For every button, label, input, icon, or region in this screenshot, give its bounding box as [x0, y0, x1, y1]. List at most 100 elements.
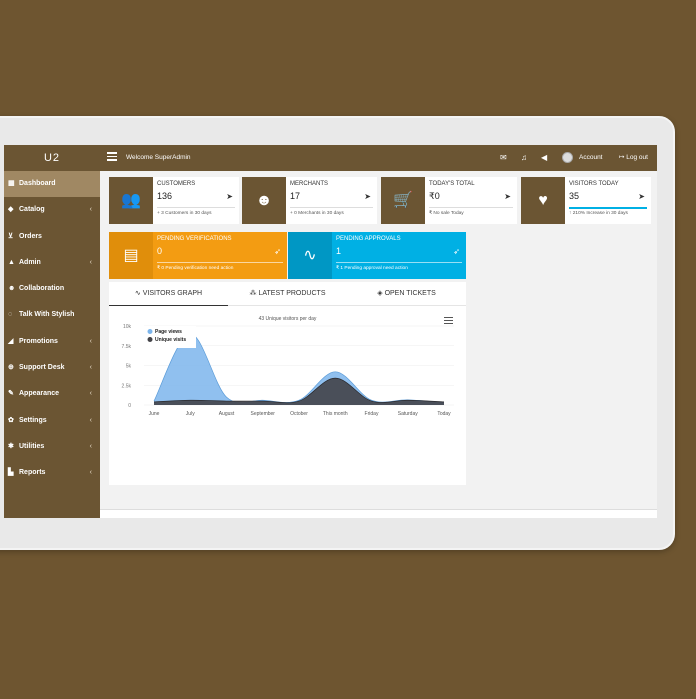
- tab-icon: ◈: [377, 290, 383, 297]
- stat-card-merchants: ☻ MERCHANTS 17 ➤ + 0 Merchants in 30 days: [242, 177, 377, 224]
- legend-label[interactable]: Page views: [155, 329, 182, 335]
- x-tick-label: September: [251, 411, 276, 417]
- chevron-left-icon: ‹: [89, 390, 92, 398]
- y-tick-label: 0: [128, 403, 131, 409]
- sidebar-item-label: Dashboard: [19, 180, 56, 187]
- gear-icon: ✱: [8, 442, 14, 450]
- x-tick-label: Saturday: [398, 411, 419, 417]
- divider: [429, 207, 513, 208]
- chat-icon: ◌: [8, 311, 13, 319]
- send-icon[interactable]: ➶: [274, 247, 281, 256]
- logout-icon: ↦: [619, 154, 627, 161]
- megaphone-icon[interactable]: ◀: [541, 153, 548, 162]
- sidebar-item-label: Promotions: [19, 337, 58, 345]
- chart-menu-icon[interactable]: [444, 317, 453, 326]
- tab-label: OPEN TICKETS: [384, 290, 436, 297]
- sidebar: ▦ Dashboard ◆ Catalog ‹ ⊻ Orders ▲ Admin ‹ ☻ Collab…: [4, 171, 100, 518]
- arrow-right-icon[interactable]: ➤: [504, 192, 511, 201]
- pending-note: ₹ 0 Pending verification need action: [157, 266, 234, 271]
- sidebar-item-utilities[interactable]: ✱ Utilities ‹: [4, 434, 100, 460]
- stat-label: TODAY'S TOTAL: [429, 181, 475, 187]
- sidebar-item-reports[interactable]: ▙ Reports ‹: [4, 460, 100, 486]
- cogs-icon: ✿: [8, 416, 14, 424]
- sidebar-item-label: Support Desk: [19, 364, 65, 372]
- sidebar-item-dashboard[interactable]: ▦ Dashboard: [4, 171, 100, 198]
- series-line-unique-visits: [153, 377, 445, 404]
- x-tick-label: Friday: [365, 411, 379, 417]
- mail-icon[interactable]: ✉: [500, 153, 507, 162]
- heart-icon: ♥: [521, 177, 565, 224]
- tablet-frame: U2 Welcome SuperAdmin ✉ ♫ ◀ Account ↦ Lo…: [0, 116, 675, 550]
- sidebar-item-label: Settings: [19, 416, 47, 424]
- sidebar-item-catalog[interactable]: ◆ Catalog ‹: [4, 197, 100, 223]
- stat-note: + 3 Customers in 30 days: [157, 211, 212, 216]
- chevron-left-icon: ‹: [89, 337, 92, 345]
- sidebar-item-support-desk[interactable]: ⊕ Support Desk ‹: [4, 355, 100, 381]
- x-tick-label: Today: [437, 411, 451, 417]
- x-tick-label: October: [290, 411, 308, 417]
- sidebar-item-settings[interactable]: ✿ Settings ‹: [4, 408, 100, 434]
- sidebar-item-label: Utilities: [19, 442, 45, 450]
- pending-value: 0: [157, 246, 163, 256]
- stat-label: CUSTOMERS: [157, 181, 196, 187]
- divider: [336, 262, 462, 263]
- chevron-left-icon: ‹: [89, 416, 92, 424]
- y-tick-label: 5k: [126, 364, 132, 370]
- bell-icon[interactable]: ♫: [521, 153, 527, 162]
- welcome-text: Welcome SuperAdmin: [126, 154, 191, 161]
- cart-icon: ⊻: [8, 232, 14, 240]
- account-link[interactable]: Account: [579, 154, 603, 161]
- legend-box: [144, 326, 196, 348]
- brand-logo[interactable]: U2: [43, 152, 61, 164]
- stat-card-today-s-total: 🛒 TODAY'S TOTAL ₹0 ➤ ₹ No sale Today: [381, 177, 517, 224]
- y-tick-label: 10k: [123, 324, 132, 330]
- stat-value: ₹0: [429, 191, 440, 201]
- pending-label: PENDING APPROVALS: [336, 236, 401, 242]
- x-tick-label: This month: [323, 411, 348, 417]
- sidebar-item-orders[interactable]: ⊻ Orders: [4, 224, 100, 250]
- legend-label[interactable]: Unique visits: [155, 337, 186, 343]
- avatar[interactable]: [562, 152, 573, 163]
- sidebar-item-collaboration[interactable]: ☻ Collaboration: [4, 276, 100, 302]
- merchants-icon: ☻: [242, 177, 286, 224]
- pending-label: PENDING VERIFICATIONS: [157, 236, 232, 242]
- arrow-right-icon[interactable]: ➤: [364, 192, 371, 201]
- series-area-unique-visits: [154, 378, 444, 405]
- sidebar-item-promotions[interactable]: ◢ Promotions ‹: [4, 329, 100, 355]
- users-icon: ☻: [8, 285, 16, 293]
- stat-value: 35: [569, 191, 580, 201]
- sidebar-item-appearance[interactable]: ✎ Appearance ‹: [4, 381, 100, 407]
- y-tick-label: 7.5k: [122, 344, 132, 350]
- sidebar-item-talk-with-stylish[interactable]: ◌ Talk With Stylish: [4, 302, 100, 328]
- stat-note: ↑ 210% Increase in 30 days: [569, 211, 628, 216]
- hamburger-menu-icon[interactable]: [107, 152, 117, 162]
- stat-label: VISITORS TODAY: [569, 181, 619, 187]
- chevron-left-icon: ‹: [89, 442, 92, 450]
- chevron-left-icon: ‹: [89, 469, 92, 477]
- tab-latest-products[interactable]: ⁂ LATEST PRODUCTS: [228, 282, 347, 306]
- tab-visitors-graph[interactable]: ∿ VISITORS GRAPH: [109, 282, 228, 306]
- lifebuoy-icon: ⊕: [8, 364, 14, 372]
- sidebar-item-admin[interactable]: ▲ Admin ‹: [4, 250, 100, 276]
- y-tick-label: 2.5k: [122, 383, 132, 389]
- pending-value: 1: [336, 246, 342, 256]
- stat-label: MERCHANTS: [290, 181, 329, 187]
- visitors-chart: 0 2.5k 5k 7.5k 10k June July August September Oct…: [122, 324, 454, 417]
- stat-value: 136: [157, 191, 173, 201]
- chevron-left-icon: ‹: [89, 258, 92, 266]
- arrow-right-icon[interactable]: ➤: [638, 192, 645, 201]
- grid-icon: ▦: [8, 180, 15, 187]
- send-icon[interactable]: ➶: [453, 247, 460, 256]
- pending-note: ₹ 1 Pending approval need action: [336, 266, 408, 271]
- pending-card-pending-verifications: ▤ PENDING VERIFICATIONS 0 ➶ ₹ 0 Pending veri…: [109, 232, 287, 279]
- x-tick-label: July: [186, 411, 195, 417]
- legend-marker: [147, 329, 153, 334]
- topbar: U2 Welcome SuperAdmin ✉ ♫ ◀ Account ↦ Lo…: [4, 145, 657, 171]
- logout-link[interactable]: ↦ Log out: [619, 145, 648, 171]
- arrow-right-icon[interactable]: ➤: [226, 192, 233, 201]
- tab-open-tickets[interactable]: ◈ OPEN TICKETS: [347, 282, 466, 306]
- screen: U2 Welcome SuperAdmin ✉ ♫ ◀ Account ↦ Lo…: [4, 145, 657, 518]
- chevron-left-icon: ‹: [89, 206, 92, 214]
- sidebar-item-label: Admin: [19, 258, 41, 266]
- x-tick-label: June: [149, 411, 160, 417]
